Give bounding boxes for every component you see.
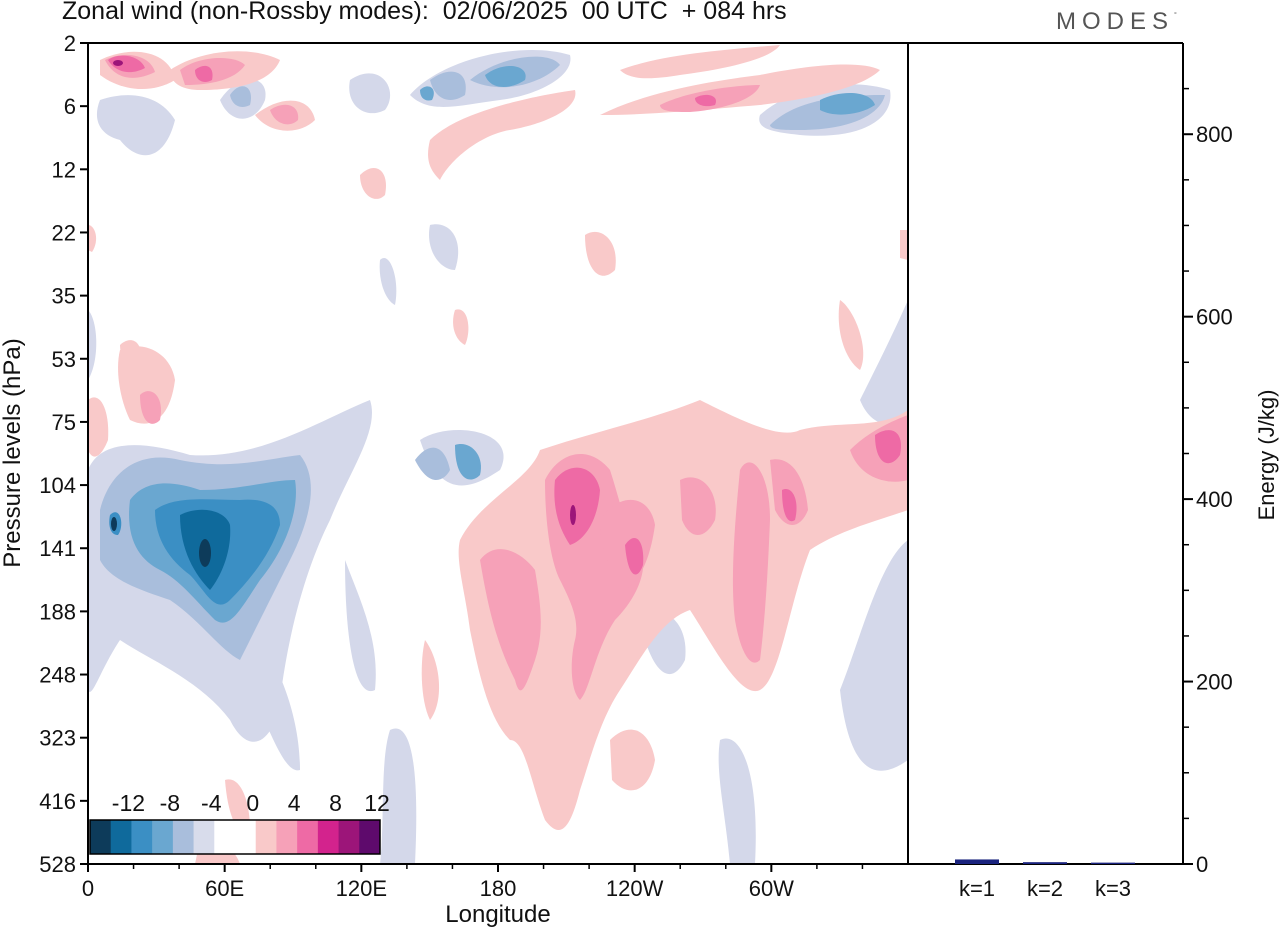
- x-tick-label: 120E: [336, 876, 387, 901]
- energy-tick-label: 600: [1196, 305, 1233, 330]
- y-tick-label: 22: [52, 220, 76, 245]
- colorbar-swatch: [131, 820, 153, 854]
- x-tick-label: 180: [480, 876, 517, 901]
- energy-axis: 0 200 400 600 800: [1183, 87, 1233, 877]
- colorbar-swatch: [235, 820, 257, 854]
- westerly-core: [113, 60, 576, 525]
- y-tick-label: 416: [39, 789, 76, 814]
- colorbar-swatch: [172, 820, 195, 854]
- logo-text: MODES: [1056, 8, 1175, 35]
- colorbar-label: -4: [201, 790, 222, 816]
- y-tick-label: 104: [39, 473, 76, 498]
- energy-bar-label: k=2: [1027, 876, 1063, 901]
- colorbar-swatch: [90, 820, 112, 854]
- colorbar-swatch: [297, 820, 319, 854]
- energy-bar: [1091, 862, 1135, 864]
- x-axis-label: Longitude: [445, 901, 550, 928]
- colorbar-swatch: [338, 820, 360, 854]
- energy-bar: [955, 859, 999, 864]
- y-tick-label: 75: [52, 410, 76, 435]
- colorbar-swatch: [359, 820, 381, 854]
- y-tick-label: 248: [39, 663, 76, 688]
- figure-title: Zonal wind (non-Rossby modes): 02/06/202…: [62, 0, 787, 25]
- colorbar-label: 8: [329, 790, 342, 816]
- energy-bar-label: k=3: [1095, 876, 1131, 901]
- colorbar-swatch: [276, 820, 298, 854]
- x-tick-label: 0: [82, 876, 94, 901]
- colorbar-swatch: [255, 820, 277, 854]
- energy-tick-label: 800: [1196, 122, 1233, 147]
- y-tick-label: 188: [39, 599, 76, 624]
- wind-field: [88, 43, 908, 864]
- colorbar-swatch: [214, 820, 236, 854]
- y-tick-label: 141: [39, 536, 76, 561]
- westerly-areas-12: [108, 55, 901, 575]
- colorbar-frame: [89, 819, 381, 855]
- pressure-axis: 2 6 12 22 35 53 75 104 141 188 248 323 416 528: [39, 31, 88, 877]
- colorbar-swatch: [152, 820, 174, 854]
- y-tick-label: 323: [39, 726, 76, 751]
- energy-tick-label: 0: [1196, 852, 1208, 877]
- y-tick-label: 6: [64, 94, 76, 119]
- y-tick-label: 528: [39, 852, 76, 877]
- logo-mark: °: [1174, 12, 1177, 19]
- energy-tick-label: 200: [1196, 670, 1233, 695]
- x-tick-label: 60W: [749, 876, 794, 901]
- x-tick-label: 120W: [606, 876, 664, 901]
- y-tick-label: 35: [52, 284, 76, 309]
- longitude-axis: 0 60E 120E 180 120W 60W: [82, 864, 864, 901]
- colorbar-swatch: [317, 820, 340, 854]
- energy-bars: k=1 k=2 k=3: [955, 859, 1135, 901]
- y-tick-label: 12: [52, 157, 76, 182]
- energy-tick-label: 400: [1196, 487, 1233, 512]
- energy-bar-label: k=1: [959, 876, 995, 901]
- easterly-core: [111, 517, 211, 567]
- colorbar: -12 -8 -4 0 4 8 12: [89, 790, 390, 855]
- energy-axis-label: Energy (J/kg): [1254, 390, 1279, 521]
- colorbar-label: 12: [364, 790, 390, 816]
- y-tick-label: 2: [64, 31, 76, 56]
- colorbar-label: -8: [160, 790, 180, 816]
- colorbar-label: 4: [288, 790, 301, 816]
- colorbar-swatch: [110, 820, 132, 854]
- energy-bar: [1023, 862, 1067, 864]
- colorbar-swatch: [193, 820, 215, 854]
- x-tick-label: 60E: [205, 876, 244, 901]
- y-tick-label: 53: [52, 347, 76, 372]
- colorbar-label: 0: [246, 790, 259, 816]
- y-axis-label: Pressure levels (hPa): [0, 338, 26, 567]
- colorbar-label: -12: [112, 790, 145, 816]
- modes-logo: MODES°: [1056, 8, 1177, 36]
